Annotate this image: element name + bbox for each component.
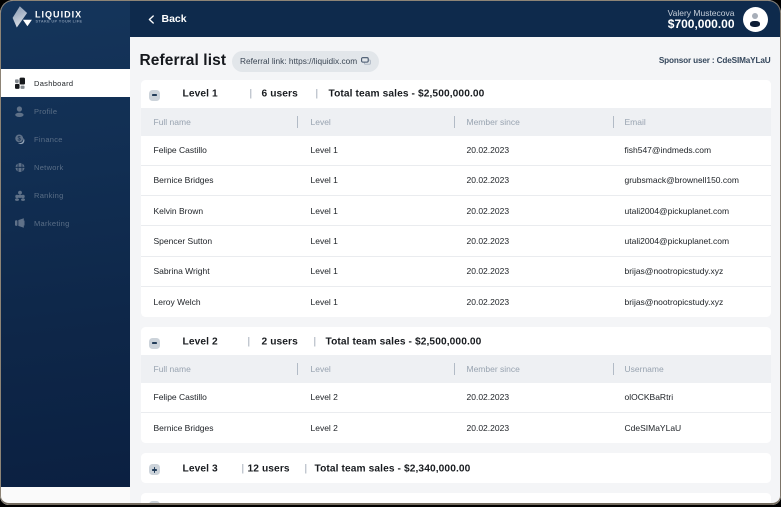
svg-text:LIQUIDIX: LIQUIDIX	[35, 10, 82, 20]
svg-text:$: $	[18, 136, 22, 142]
svg-text:STAKE UP YOUR LIFE: STAKE UP YOUR LIFE	[36, 20, 83, 24]
